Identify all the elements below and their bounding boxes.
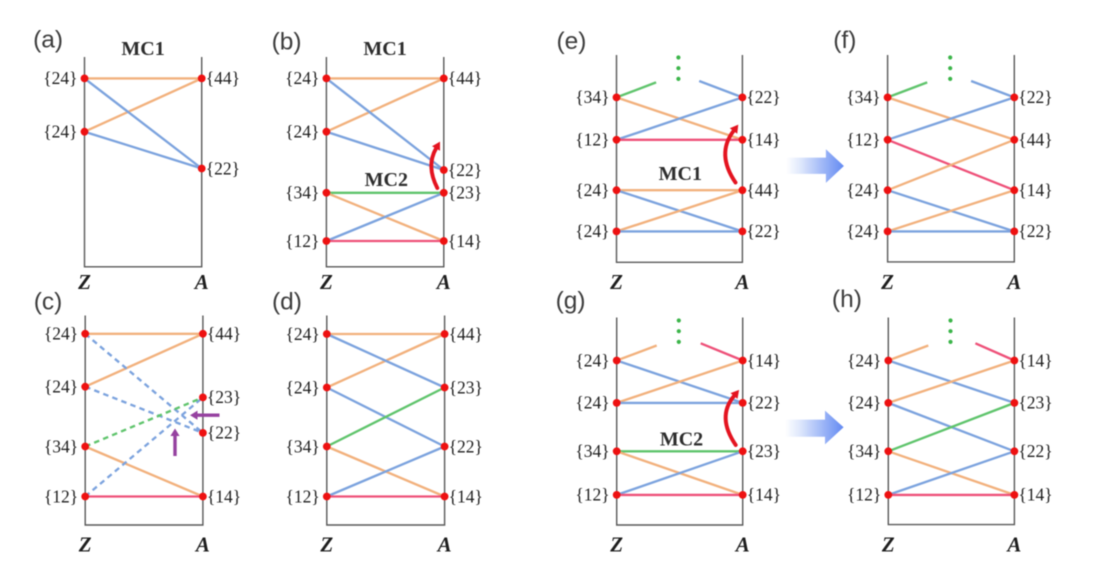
svg-text:{24}: {24}: [44, 324, 78, 344]
svg-text:(a): (a): [33, 26, 63, 53]
svg-text:{23}: {23}: [1018, 393, 1052, 413]
svg-text:{23}: {23}: [207, 387, 241, 407]
svg-text:{34}: {34}: [575, 441, 609, 461]
svg-text:Z: Z: [609, 270, 623, 294]
svg-text:(g): (g): [556, 287, 586, 314]
svg-text:{34}: {34}: [44, 436, 78, 456]
svg-text:(h): (h): [832, 286, 862, 313]
svg-text:MC2: MC2: [365, 169, 408, 191]
svg-text:{44}: {44}: [449, 324, 483, 344]
svg-text:{14}: {14}: [449, 486, 483, 506]
svg-text:{24}: {24}: [847, 393, 881, 413]
svg-text:{12}: {12}: [847, 485, 881, 505]
svg-text:{24}: {24}: [575, 180, 609, 200]
svg-text:MC1: MC1: [363, 38, 406, 60]
svg-text:{44}: {44}: [448, 68, 482, 88]
svg-text:(f): (f): [833, 27, 856, 54]
svg-text:Z: Z: [319, 270, 333, 294]
svg-text:{24}: {24}: [575, 350, 609, 370]
svg-text:{34}: {34}: [575, 87, 609, 107]
svg-text:{22}: {22}: [1018, 221, 1052, 241]
svg-text:{24}: {24}: [846, 180, 880, 200]
svg-text:(e): (e): [557, 28, 587, 55]
svg-text:{22}: {22}: [746, 87, 780, 107]
svg-text:{22}: {22}: [746, 221, 780, 241]
svg-text:Z: Z: [881, 533, 895, 557]
svg-text:{44}: {44}: [207, 324, 241, 344]
svg-text:A: A: [733, 270, 749, 294]
svg-text:{44}: {44}: [746, 180, 780, 200]
svg-text:{23}: {23}: [747, 441, 781, 461]
svg-text:A: A: [194, 533, 210, 557]
svg-text:{24}: {24}: [285, 122, 319, 142]
svg-text:{23}: {23}: [449, 377, 483, 397]
svg-text:MC1: MC1: [659, 163, 702, 185]
svg-text:{12}: {12}: [285, 486, 319, 506]
svg-text:Z: Z: [609, 533, 623, 557]
svg-text:{24}: {24}: [285, 377, 319, 397]
svg-text:{12}: {12}: [575, 130, 609, 150]
svg-text:MC1: MC1: [121, 38, 164, 60]
svg-text:{14}: {14}: [448, 231, 482, 251]
svg-text:{22}: {22}: [448, 160, 482, 180]
svg-text:{22}: {22}: [207, 423, 241, 443]
svg-text:Z: Z: [78, 533, 92, 557]
svg-text:{24}: {24}: [847, 350, 881, 370]
svg-text:{14}: {14}: [1018, 180, 1052, 200]
svg-text:{34}: {34}: [285, 436, 319, 456]
svg-text:{14}: {14}: [747, 485, 781, 505]
svg-text:A: A: [734, 533, 750, 557]
svg-text:{34}: {34}: [285, 183, 319, 203]
svg-text:{22}: {22}: [747, 393, 781, 413]
svg-text:{22}: {22}: [449, 436, 483, 456]
svg-text:(c): (c): [34, 289, 63, 316]
svg-text:{24}: {24}: [285, 68, 319, 88]
svg-text:{22}: {22}: [1018, 87, 1052, 107]
svg-text:Z: Z: [880, 270, 894, 294]
svg-text:A: A: [436, 533, 452, 557]
svg-text:{34}: {34}: [847, 441, 881, 461]
svg-text:{34}: {34}: [846, 87, 880, 107]
svg-text:{12}: {12}: [285, 231, 319, 251]
svg-text:A: A: [193, 270, 209, 294]
svg-text:{44}: {44}: [1018, 130, 1052, 150]
svg-text:(b): (b): [272, 28, 302, 55]
svg-text:{14}: {14}: [747, 350, 781, 370]
svg-text:{12}: {12}: [44, 486, 78, 506]
svg-text:{22}: {22}: [1018, 441, 1052, 461]
svg-text:{24}: {24}: [846, 221, 880, 241]
svg-text:{23}: {23}: [448, 183, 482, 203]
svg-text:{24}: {24}: [575, 393, 609, 413]
svg-text:{12}: {12}: [575, 485, 609, 505]
svg-text:{24}: {24}: [575, 221, 609, 241]
svg-text:(d): (d): [272, 289, 302, 316]
svg-text:{14}: {14}: [1018, 485, 1052, 505]
svg-text:MC2: MC2: [660, 429, 703, 451]
svg-text:{14}: {14}: [207, 486, 241, 506]
svg-text:Z: Z: [319, 533, 333, 557]
svg-text:A: A: [1005, 270, 1021, 294]
svg-text:{14}: {14}: [746, 130, 780, 150]
svg-text:{24}: {24}: [44, 377, 78, 397]
svg-text:{24}: {24}: [43, 68, 77, 88]
svg-text:Z: Z: [77, 270, 91, 294]
svg-text:{22}: {22}: [206, 158, 240, 178]
svg-text:{24}: {24}: [43, 122, 77, 142]
svg-text:{14}: {14}: [1018, 350, 1052, 370]
svg-text:A: A: [1005, 533, 1021, 557]
svg-text:A: A: [435, 270, 451, 294]
svg-text:{24}: {24}: [285, 324, 319, 344]
svg-text:{44}: {44}: [206, 68, 240, 88]
svg-text:{12}: {12}: [846, 130, 880, 150]
